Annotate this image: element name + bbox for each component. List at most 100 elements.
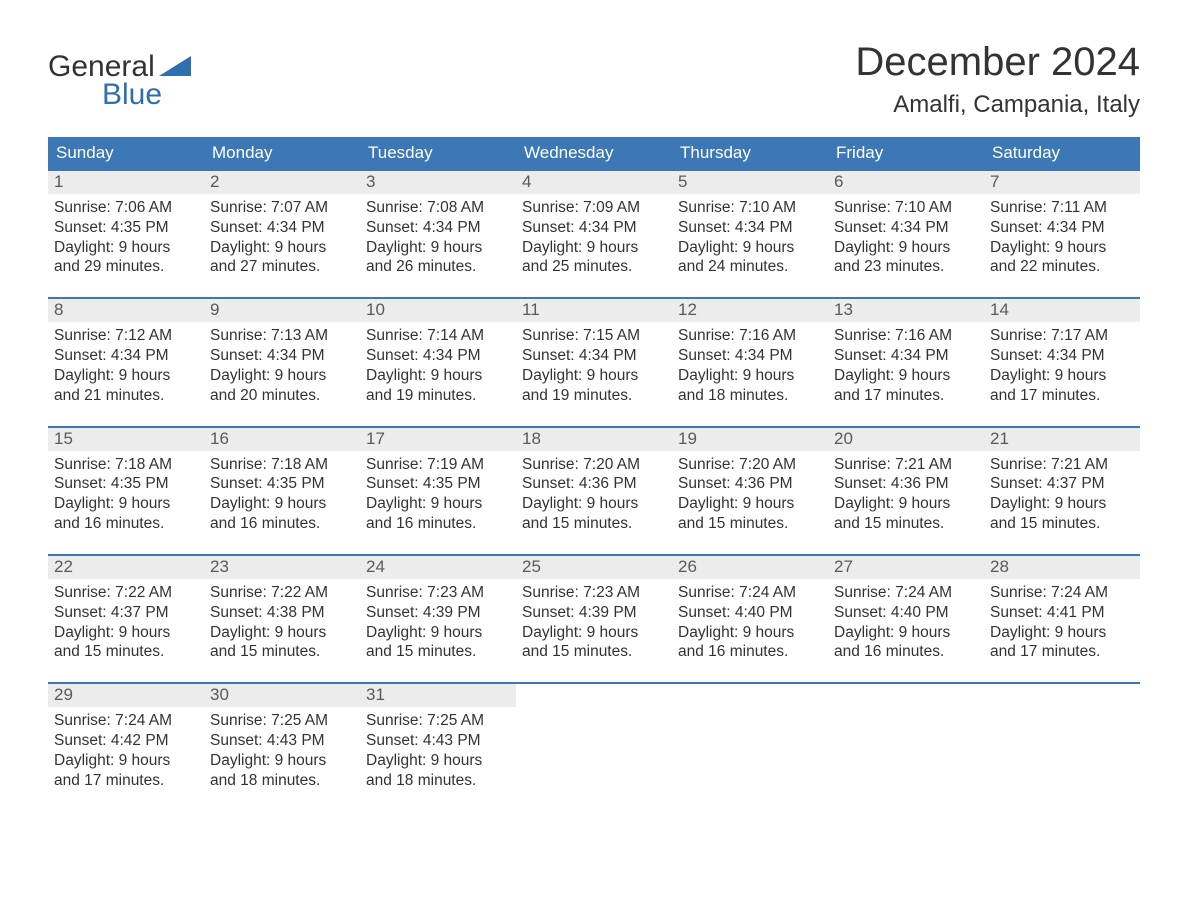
- day-details: Sunrise: 7:24 AMSunset: 4:42 PMDaylight:…: [48, 707, 204, 796]
- sunset-text: Sunset: 4:35 PM: [210, 474, 354, 494]
- day-number: 25: [516, 556, 672, 579]
- sunset-text: Sunset: 4:34 PM: [210, 218, 354, 238]
- weekday-header: Friday: [828, 137, 984, 169]
- sunset-text: Sunset: 4:34 PM: [366, 346, 510, 366]
- calendar-day: 2Sunrise: 7:07 AMSunset: 4:34 PMDaylight…: [204, 171, 360, 283]
- sunset-text: Sunset: 4:34 PM: [210, 346, 354, 366]
- day-number: 16: [204, 428, 360, 451]
- sunset-text: Sunset: 4:34 PM: [834, 346, 978, 366]
- sunset-text: Sunset: 4:34 PM: [990, 346, 1134, 366]
- sunset-text: Sunset: 4:37 PM: [990, 474, 1134, 494]
- sunset-text: Sunset: 4:43 PM: [366, 731, 510, 751]
- daylight-text: Daylight: 9 hours and 16 minutes.: [366, 494, 510, 534]
- day-details: Sunrise: 7:10 AMSunset: 4:34 PMDaylight:…: [828, 194, 984, 283]
- day-details: Sunrise: 7:14 AMSunset: 4:34 PMDaylight:…: [360, 322, 516, 411]
- calendar-week: 29Sunrise: 7:24 AMSunset: 4:42 PMDayligh…: [48, 682, 1140, 796]
- calendar: Sunday Monday Tuesday Wednesday Thursday…: [48, 137, 1140, 797]
- day-details: Sunrise: 7:19 AMSunset: 4:35 PMDaylight:…: [360, 451, 516, 540]
- daylight-text: Daylight: 9 hours and 16 minutes.: [210, 494, 354, 534]
- day-number: 21: [984, 428, 1140, 451]
- day-details: Sunrise: 7:22 AMSunset: 4:37 PMDaylight:…: [48, 579, 204, 668]
- sunrise-text: Sunrise: 7:09 AM: [522, 198, 666, 218]
- daylight-text: Daylight: 9 hours and 15 minutes.: [366, 623, 510, 663]
- day-number: 12: [672, 299, 828, 322]
- sunset-text: Sunset: 4:35 PM: [366, 474, 510, 494]
- day-details: Sunrise: 7:12 AMSunset: 4:34 PMDaylight:…: [48, 322, 204, 411]
- calendar-day: 21Sunrise: 7:21 AMSunset: 4:37 PMDayligh…: [984, 428, 1140, 540]
- calendar-day: 18Sunrise: 7:20 AMSunset: 4:36 PMDayligh…: [516, 428, 672, 540]
- sunrise-text: Sunrise: 7:18 AM: [54, 455, 198, 475]
- sunset-text: Sunset: 4:34 PM: [990, 218, 1134, 238]
- calendar-day: 22Sunrise: 7:22 AMSunset: 4:37 PMDayligh…: [48, 556, 204, 668]
- calendar-day: 28Sunrise: 7:24 AMSunset: 4:41 PMDayligh…: [984, 556, 1140, 668]
- weekday-header: Tuesday: [360, 137, 516, 169]
- sunrise-text: Sunrise: 7:20 AM: [678, 455, 822, 475]
- daylight-text: Daylight: 9 hours and 27 minutes.: [210, 238, 354, 278]
- daylight-text: Daylight: 9 hours and 25 minutes.: [522, 238, 666, 278]
- sunrise-text: Sunrise: 7:24 AM: [834, 583, 978, 603]
- day-details: Sunrise: 7:08 AMSunset: 4:34 PMDaylight:…: [360, 194, 516, 283]
- sunrise-text: Sunrise: 7:16 AM: [834, 326, 978, 346]
- calendar-day: 26Sunrise: 7:24 AMSunset: 4:40 PMDayligh…: [672, 556, 828, 668]
- day-number: 27: [828, 556, 984, 579]
- calendar-day: 27Sunrise: 7:24 AMSunset: 4:40 PMDayligh…: [828, 556, 984, 668]
- location-subtitle: Amalfi, Campania, Italy: [855, 91, 1140, 119]
- calendar-day: 30Sunrise: 7:25 AMSunset: 4:43 PMDayligh…: [204, 684, 360, 796]
- day-details: Sunrise: 7:09 AMSunset: 4:34 PMDaylight:…: [516, 194, 672, 283]
- day-details: Sunrise: 7:23 AMSunset: 4:39 PMDaylight:…: [360, 579, 516, 668]
- daylight-text: Daylight: 9 hours and 15 minutes.: [210, 623, 354, 663]
- daylight-text: Daylight: 9 hours and 17 minutes.: [990, 366, 1134, 406]
- sunrise-text: Sunrise: 7:16 AM: [678, 326, 822, 346]
- sunrise-text: Sunrise: 7:25 AM: [210, 711, 354, 731]
- day-number: 17: [360, 428, 516, 451]
- sunset-text: Sunset: 4:36 PM: [834, 474, 978, 494]
- sunrise-text: Sunrise: 7:21 AM: [990, 455, 1134, 475]
- day-details: Sunrise: 7:15 AMSunset: 4:34 PMDaylight:…: [516, 322, 672, 411]
- day-number: 15: [48, 428, 204, 451]
- day-number: 10: [360, 299, 516, 322]
- day-number: 11: [516, 299, 672, 322]
- sunset-text: Sunset: 4:42 PM: [54, 731, 198, 751]
- weekday-header-row: Sunday Monday Tuesday Wednesday Thursday…: [48, 137, 1140, 169]
- daylight-text: Daylight: 9 hours and 29 minutes.: [54, 238, 198, 278]
- day-number: 2: [204, 171, 360, 194]
- day-details: Sunrise: 7:22 AMSunset: 4:38 PMDaylight:…: [204, 579, 360, 668]
- sunset-text: Sunset: 4:34 PM: [834, 218, 978, 238]
- calendar-day: 17Sunrise: 7:19 AMSunset: 4:35 PMDayligh…: [360, 428, 516, 540]
- sunrise-text: Sunrise: 7:23 AM: [522, 583, 666, 603]
- day-number: 29: [48, 684, 204, 707]
- calendar-day: [828, 684, 984, 796]
- day-details: Sunrise: 7:16 AMSunset: 4:34 PMDaylight:…: [828, 322, 984, 411]
- sunrise-text: Sunrise: 7:10 AM: [834, 198, 978, 218]
- day-details: Sunrise: 7:25 AMSunset: 4:43 PMDaylight:…: [360, 707, 516, 796]
- day-details: Sunrise: 7:21 AMSunset: 4:37 PMDaylight:…: [984, 451, 1140, 540]
- daylight-text: Daylight: 9 hours and 22 minutes.: [990, 238, 1134, 278]
- sunset-text: Sunset: 4:39 PM: [366, 603, 510, 623]
- daylight-text: Daylight: 9 hours and 18 minutes.: [678, 366, 822, 406]
- month-title: December 2024: [855, 40, 1140, 85]
- sunset-text: Sunset: 4:43 PM: [210, 731, 354, 751]
- day-details: Sunrise: 7:20 AMSunset: 4:36 PMDaylight:…: [516, 451, 672, 540]
- day-details: Sunrise: 7:13 AMSunset: 4:34 PMDaylight:…: [204, 322, 360, 411]
- sunrise-text: Sunrise: 7:21 AM: [834, 455, 978, 475]
- calendar-day: 19Sunrise: 7:20 AMSunset: 4:36 PMDayligh…: [672, 428, 828, 540]
- day-number: 23: [204, 556, 360, 579]
- day-number: 31: [360, 684, 516, 707]
- calendar-day: 29Sunrise: 7:24 AMSunset: 4:42 PMDayligh…: [48, 684, 204, 796]
- calendar-day: [516, 684, 672, 796]
- calendar-day: 25Sunrise: 7:23 AMSunset: 4:39 PMDayligh…: [516, 556, 672, 668]
- day-number: 4: [516, 171, 672, 194]
- daylight-text: Daylight: 9 hours and 16 minutes.: [678, 623, 822, 663]
- day-details: Sunrise: 7:25 AMSunset: 4:43 PMDaylight:…: [204, 707, 360, 796]
- sunset-text: Sunset: 4:34 PM: [678, 346, 822, 366]
- day-number: 8: [48, 299, 204, 322]
- day-number: 1: [48, 171, 204, 194]
- sunrise-text: Sunrise: 7:06 AM: [54, 198, 198, 218]
- day-details: Sunrise: 7:11 AMSunset: 4:34 PMDaylight:…: [984, 194, 1140, 283]
- sunset-text: Sunset: 4:41 PM: [990, 603, 1134, 623]
- sunrise-text: Sunrise: 7:11 AM: [990, 198, 1134, 218]
- day-number: 13: [828, 299, 984, 322]
- sunrise-text: Sunrise: 7:18 AM: [210, 455, 354, 475]
- page-header: General Blue December 2024 Amalfi, Campa…: [48, 40, 1140, 119]
- sunset-text: Sunset: 4:36 PM: [522, 474, 666, 494]
